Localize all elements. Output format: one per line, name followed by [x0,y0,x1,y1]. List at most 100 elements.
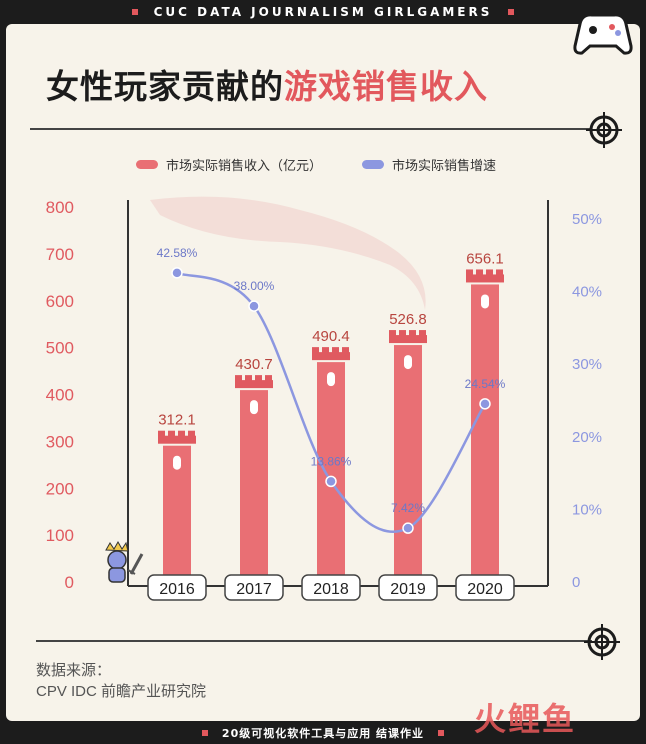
bar [240,390,268,582]
growth-value-label: 42.58% [157,246,198,260]
bar-merlon [342,347,349,354]
legend-label-growth: 市场实际销售增速 [392,159,497,174]
x-category-box [455,574,515,601]
bar-window [481,294,489,309]
square-icon [438,729,445,736]
x-category-box [301,574,361,601]
bar-merlon [265,375,272,382]
bar-merlon [496,269,503,276]
growth-point [479,398,491,410]
legend-item-revenue: 市场实际销售收入（亿元） [136,155,322,174]
brand-text: CUC DATA JOURNALISM GIRLGAMERS [153,5,493,19]
knight-mascot-icon [105,540,144,583]
gamepad-icon [573,13,633,55]
bar-value-label: 656.1 [466,250,504,267]
bar-battlement [466,274,504,283]
divider-bottom [36,640,592,642]
y-left-tick-label: 100 [46,526,74,545]
bar-merlon [322,347,329,354]
y-right-tick-label: 0 [572,574,580,591]
crosshair-icon [584,624,620,660]
growth-value-label: 38.00% [234,279,275,293]
bar-merlon [409,330,416,337]
y-left-tick-label: 400 [46,386,74,405]
square-icon [131,9,138,15]
bar-window [250,400,258,415]
bar-battlement [158,435,196,444]
bar-merlon [168,430,175,437]
x-category-box [378,574,438,601]
y-right-tick-label: 40% [572,284,602,301]
bar-merlon [486,269,493,276]
y-right-tick-label: 50% [572,211,602,228]
bar-battlement [389,335,427,344]
growth-point [402,522,414,534]
growth-value-label: 7.42% [391,501,425,515]
y-left-tick-label: 200 [46,479,74,498]
legend-swatch-line [362,160,385,169]
bar [317,362,345,582]
growth-point [325,475,337,488]
y-left-tick-label: 800 [46,198,74,217]
source-label: 数据来源： [36,662,112,679]
x-category-box [224,574,284,601]
legend-label-revenue: 市场实际销售收入（亿元） [166,159,323,174]
bar-window [173,455,181,470]
source-name: CPV IDC 前瞻产业研究院 [36,683,207,700]
smoke-decoration [150,196,426,310]
watermark: 火鲤鱼 [474,700,577,738]
bar-battlement [312,352,350,361]
x-category-label: 2019 [390,581,426,598]
y-right-tick-label: 10% [572,501,602,518]
x-category-label: 2016 [159,581,195,598]
bar-merlon [332,347,339,354]
bar [394,345,422,582]
divider-top [30,128,590,130]
bar-merlon [255,375,262,382]
bar-merlon [466,269,473,276]
bar-window [404,355,412,370]
y-left-tick-label: 700 [46,245,74,264]
bar-merlon [399,330,406,337]
growth-value-label: 13.86% [311,454,352,468]
bar-merlon [158,430,165,437]
data-source: 数据来源： CPV IDC 前瞻产业研究院 [36,660,206,702]
legend-swatch-bar [136,160,158,169]
page-title: 女性玩家贡献的游戏销售收入 [46,60,488,108]
bar-merlon [389,330,396,337]
bottom-banner: 20级可视化软件工具与应用 结课作业 [0,721,646,744]
y-left-tick-label: 300 [46,432,74,451]
bar-battlement [235,380,273,389]
y-right-tick-label: 20% [572,429,602,446]
y-left-tick-label: 0 [65,573,74,592]
x-category-label: 2020 [467,581,503,598]
bar-window [327,372,335,387]
bar-value-label: 526.8 [389,311,427,328]
growth-point [171,267,183,279]
title-main: 女性玩家贡献的 [46,67,284,106]
bar-value-label: 312.1 [158,412,196,429]
crosshair-icon [586,112,622,148]
bar-value-label: 430.7 [235,356,273,373]
y-right-tick-label: 30% [572,356,602,373]
square-icon [201,729,208,736]
bar-merlon [476,269,483,276]
bar-merlon [419,330,426,337]
growth-point [248,300,260,312]
bar [471,284,499,582]
bar-merlon [312,347,319,354]
x-category-box [147,574,207,601]
growth-value-label: 24.54% [465,377,506,391]
chart-legend: 市场实际销售收入（亿元） 市场实际销售增速 [136,155,536,174]
y-left-tick-label: 500 [46,339,74,358]
top-banner: CUC DATA JOURNALISM GIRLGAMERS [0,0,646,24]
title-highlight: 游戏销售收入 [284,67,488,106]
bar-merlon [235,375,242,382]
course-text: 20级可视化软件工具与应用 结课作业 [221,726,425,740]
x-category-label: 2018 [313,581,349,598]
bar-merlon [245,375,252,382]
bar-value-label: 490.4 [312,328,350,345]
legend-item-growth: 市场实际销售增速 [362,155,496,174]
bar-merlon [178,430,185,437]
